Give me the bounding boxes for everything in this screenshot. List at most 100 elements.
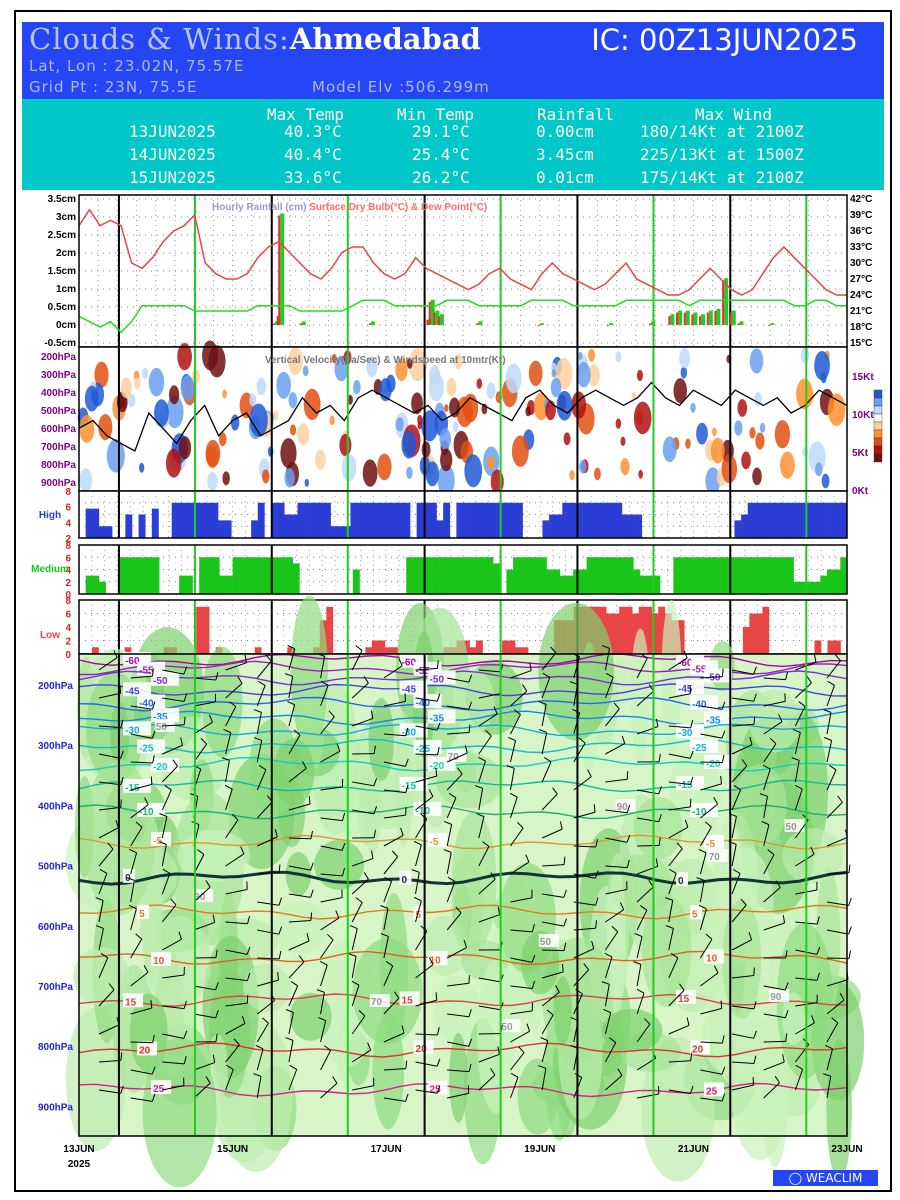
wind-barb: [320, 897, 343, 903]
isotherm-label: 10: [153, 956, 165, 967]
wind-barb: [795, 853, 815, 867]
wind-barb: [98, 806, 121, 811]
wind-barb: [415, 1033, 438, 1036]
wind-barb-flag: [212, 1054, 216, 1063]
cloud-bar: [202, 606, 210, 654]
cloud-bar: [469, 647, 477, 654]
wind-barb-flag: [246, 946, 251, 955]
wind-barb: [288, 803, 311, 811]
isotherm-label: -15: [125, 783, 140, 794]
rain-bar-shadow: [691, 314, 694, 325]
velocity-blob: [563, 432, 571, 446]
panel-border: [78, 653, 848, 1137]
wind-barb: [352, 858, 374, 867]
wind-barb: [826, 801, 843, 819]
wind-barb-flag: [753, 716, 756, 725]
cloud-bar: [486, 557, 494, 594]
wind-barb: [731, 816, 737, 839]
cloud-bar: [840, 557, 848, 594]
wind-barb: [288, 768, 307, 783]
wind-barb: [605, 931, 619, 951]
rh-patch: [243, 963, 291, 1012]
rain-bar-shadow: [722, 280, 725, 325]
wind-barb-flag: [510, 1072, 519, 1078]
wind-barb: [383, 789, 406, 794]
isotherm-label: -5: [706, 839, 715, 850]
velocity-blob: [341, 454, 357, 482]
cloud-bar: [720, 557, 728, 594]
stat-date: 13JUN2025: [129, 122, 216, 141]
wind-barb: [193, 886, 211, 903]
stat-min: 25.4°C: [412, 145, 470, 164]
wind-barb: [320, 750, 341, 763]
wind-barb-flag: [287, 644, 296, 650]
wind-barb-flag: [278, 926, 283, 935]
wind-barb-flag: [197, 849, 205, 855]
wind-barb-flag: [555, 985, 560, 993]
cloud-bar: [658, 606, 666, 654]
medium-cloud-panel: 86 420 Medium: [31, 541, 848, 601]
wind-barb: [225, 889, 248, 895]
stat-wind: 180/14Kt at 2100Z: [640, 122, 804, 141]
wind-barb-flag: [464, 745, 468, 754]
wind-barb: [826, 1076, 832, 1099]
wind-barb-flag: [290, 981, 298, 987]
wind-barb: [731, 974, 754, 979]
wind-barb-flag: [436, 693, 441, 702]
cloud-bar: [198, 502, 206, 538]
cloud-bar: [125, 514, 133, 538]
cloud-bar: [826, 569, 834, 594]
cloud-bar: [549, 514, 556, 538]
cloud-bar: [508, 640, 516, 654]
wind-barb: [826, 872, 849, 875]
wind-barb-flag: [358, 1009, 366, 1017]
isotherm-label-bg: [413, 694, 442, 709]
cloud-bar: [582, 502, 590, 538]
wind-barb-flag: [497, 906, 501, 915]
cloud-bar: [742, 627, 750, 654]
velocity-blob: [304, 478, 309, 487]
isotherm-label: 20: [139, 1045, 151, 1056]
velocity-blob: [329, 415, 335, 426]
wind-barb-flag: [679, 983, 685, 991]
wind-barb-flag: [257, 680, 266, 686]
pressure-tick-label: 700hPa: [41, 442, 76, 453]
wind-barb-flag: [665, 897, 673, 901]
cloud-bar: [473, 557, 480, 594]
wind-barb: [510, 957, 533, 963]
wind-barb: [351, 928, 358, 951]
wind-barb: [130, 972, 149, 987]
isotherm-label-bg: [151, 708, 180, 723]
year-label: 2025: [68, 1159, 91, 1170]
wind-barb-flag: [753, 693, 757, 702]
wind-barb: [383, 965, 394, 987]
pressure-tick-label: 900hPa: [41, 478, 76, 489]
rain-tick-label: 2cm: [56, 248, 76, 259]
rain-bar-shadow: [683, 312, 686, 325]
wind-barb-flag: [834, 654, 841, 662]
cloud-bar: [774, 502, 782, 538]
rh-patch: [142, 1037, 217, 1188]
wind-barb: [351, 878, 369, 895]
wind-barb-flag: [761, 820, 770, 826]
wind-barb-flag: [665, 925, 674, 929]
wind-barb: [288, 865, 311, 871]
wind-barb-flag: [253, 709, 262, 713]
wind-barb: [731, 873, 741, 895]
velocity-blob: [94, 361, 109, 388]
wind-barb: [826, 901, 849, 906]
rh-label: 90: [617, 802, 629, 813]
wind-barb-flag: [552, 787, 558, 795]
wind-barb: [288, 837, 311, 840]
isotherm-label-bg: [427, 832, 448, 847]
cloud-tick-label: 4: [65, 623, 71, 634]
wind-barb: [668, 848, 683, 867]
wind-barb-flag: [172, 759, 178, 767]
wind-barb: [256, 1076, 262, 1099]
wind-barb-flag: [759, 793, 768, 797]
lat-lon: Lat, Lon : 23.02N, 75.57E: [29, 57, 245, 75]
wind-barb-flag: [468, 1038, 473, 1047]
cloud-bar: [713, 557, 721, 594]
cloud-bar: [218, 520, 225, 538]
wind-barb-flag: [784, 1009, 789, 1018]
